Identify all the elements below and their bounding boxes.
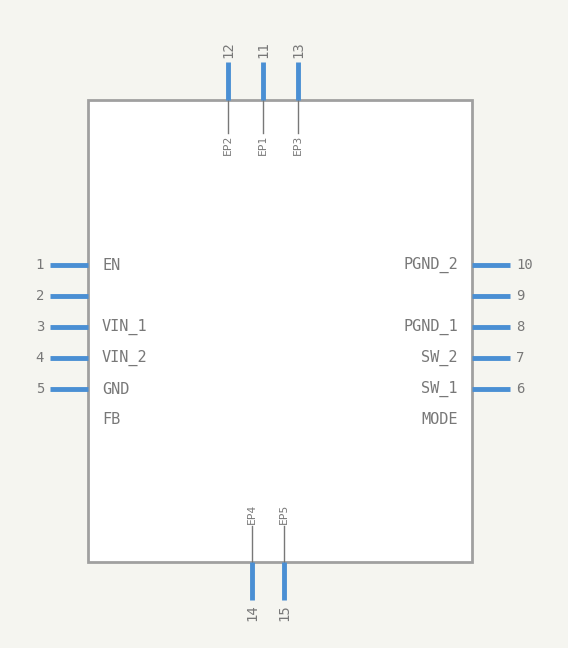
Text: FB: FB: [102, 413, 120, 428]
Text: PGND_2: PGND_2: [403, 257, 458, 273]
Text: EP3: EP3: [293, 135, 303, 156]
Text: EP2: EP2: [223, 135, 233, 156]
Text: 15: 15: [277, 604, 291, 621]
Text: 9: 9: [516, 289, 524, 303]
Text: EP1: EP1: [258, 135, 268, 156]
Text: 4: 4: [36, 351, 44, 365]
Text: 3: 3: [36, 320, 44, 334]
Text: 8: 8: [516, 320, 524, 334]
Text: SW_1: SW_1: [421, 381, 458, 397]
Text: 7: 7: [516, 351, 524, 365]
Text: 11: 11: [256, 41, 270, 58]
Text: SW_2: SW_2: [421, 350, 458, 366]
Text: EP4: EP4: [247, 503, 257, 524]
Text: 13: 13: [291, 41, 305, 58]
Text: 6: 6: [516, 382, 524, 396]
Text: 1: 1: [36, 258, 44, 272]
Text: 5: 5: [36, 382, 44, 396]
Text: 14: 14: [245, 604, 259, 621]
Text: PGND_1: PGND_1: [403, 319, 458, 335]
Text: EP5: EP5: [279, 503, 289, 524]
Text: 12: 12: [221, 41, 235, 58]
Text: 2: 2: [36, 289, 44, 303]
Text: 10: 10: [516, 258, 533, 272]
Text: MODE: MODE: [421, 413, 458, 428]
Text: GND: GND: [102, 382, 130, 397]
Text: EN: EN: [102, 257, 120, 273]
Bar: [88, 100, 472, 562]
Text: VIN_1: VIN_1: [102, 319, 148, 335]
Text: VIN_2: VIN_2: [102, 350, 148, 366]
